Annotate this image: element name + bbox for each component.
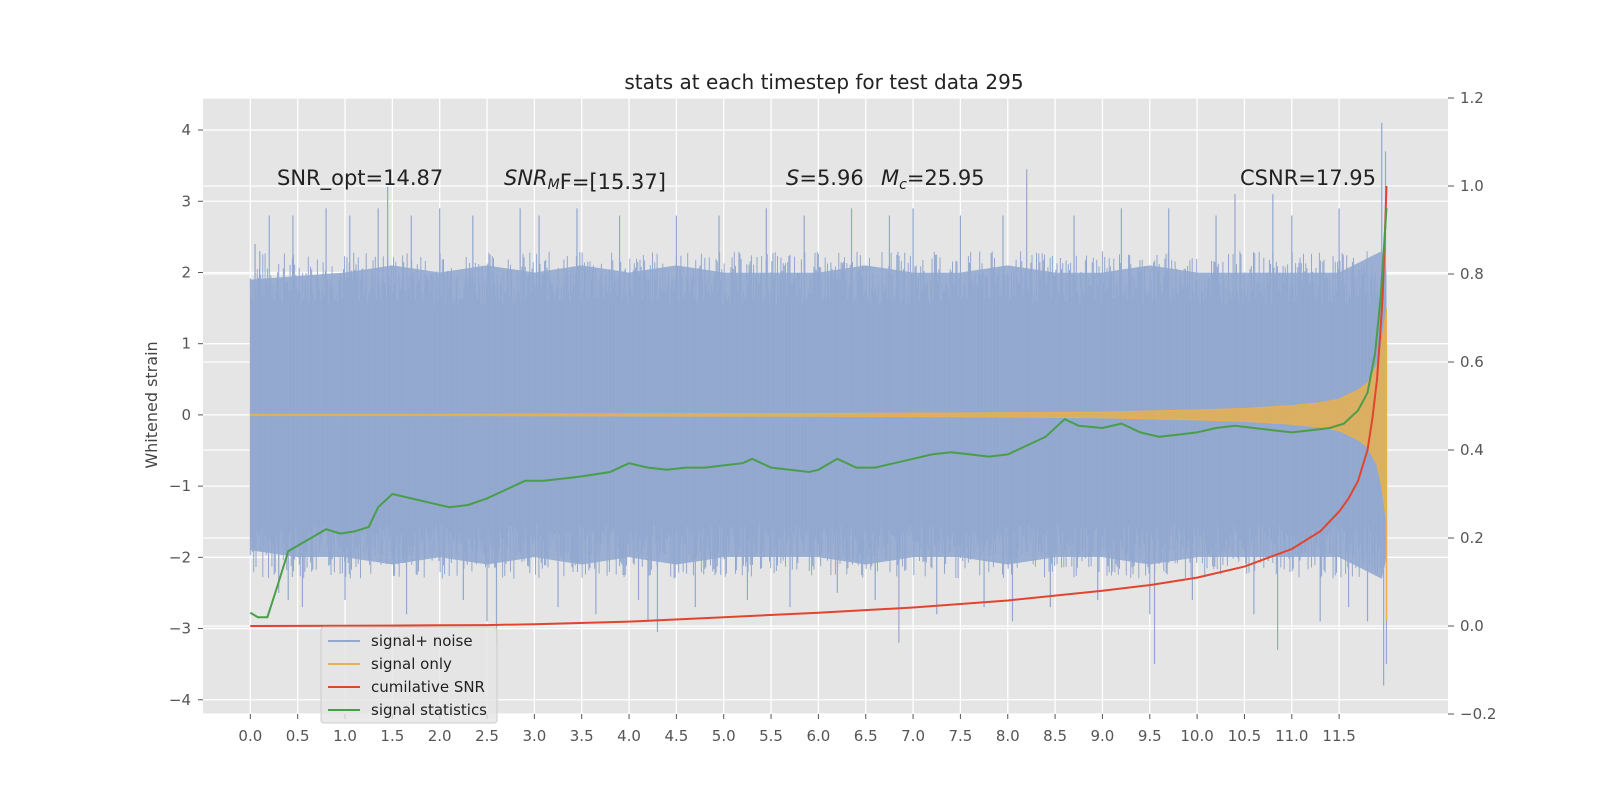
x-tick-label: 3.5 — [570, 727, 594, 745]
y-tick-label: 0 — [181, 406, 191, 424]
y2-tick-label: 0.2 — [1460, 529, 1484, 547]
annotation-snr-mf: SNRMF=[15.37] — [504, 166, 666, 194]
y2-tick-label: −0.2 — [1460, 705, 1496, 723]
snr-mf-main: SNR — [504, 166, 548, 190]
x-tick-label: 5.0 — [712, 727, 736, 745]
y-tick-label: −1 — [169, 477, 191, 495]
x-tick-label: 11.5 — [1322, 727, 1355, 745]
annotation-csnr: CSNR=17.95 — [1240, 166, 1376, 190]
x-tick-label: 11.0 — [1275, 727, 1308, 745]
series-signal-statistics — [249, 207, 1388, 619]
x-tick-label: 2.0 — [428, 727, 452, 745]
x-tick-label: 6.0 — [806, 727, 830, 745]
y-tick-label: −2 — [169, 548, 191, 566]
s-rest: =5.96 — [799, 166, 863, 190]
legend-label-cumulative-snr: cumilative SNR — [371, 678, 485, 696]
x-tick-label: 9.5 — [1138, 727, 1162, 745]
x-tick-label: 5.5 — [759, 727, 783, 745]
x-tick-label: 1.5 — [380, 727, 404, 745]
s-main: S — [786, 166, 799, 190]
annotation-s: S=5.96 — [786, 166, 864, 190]
y2-tick-label: 1.2 — [1460, 89, 1484, 107]
y2-tick-label: 0.6 — [1460, 353, 1484, 371]
legend-label-signal-statistics: signal statistics — [371, 701, 487, 719]
x-tick-label: 7.5 — [948, 727, 972, 745]
y-tick-label: 4 — [181, 121, 191, 139]
x-tick-label: 0.5 — [286, 727, 310, 745]
chart-title: stats at each timestep for test data 295 — [624, 70, 1023, 94]
snr-mf-sub: M — [548, 177, 560, 193]
legend: signal+ noise signal only cumilative SNR… — [320, 626, 498, 724]
x-tick-label: 10.5 — [1228, 727, 1261, 745]
y-tick-label: 3 — [181, 192, 191, 210]
mc-main: M — [881, 166, 899, 190]
y-tick-label: 1 — [181, 335, 191, 353]
legend-label-signal-only: signal only — [371, 655, 452, 673]
legend-box — [320, 626, 498, 724]
x-tick-label: 7.0 — [901, 727, 925, 745]
y2-tick-label: 0.4 — [1460, 441, 1484, 459]
x-tick-label: 9.0 — [1091, 727, 1115, 745]
x-tick-label: 1.0 — [333, 727, 357, 745]
y-tick-label: −4 — [169, 691, 191, 709]
x-tick-label: 8.5 — [1043, 727, 1067, 745]
mc-rest: =25.95 — [907, 166, 985, 190]
x-tick-label: 2.5 — [475, 727, 499, 745]
mc-sub: c — [899, 177, 907, 193]
legend-label-signal-noise: signal+ noise — [371, 632, 473, 650]
y-tick-label: −3 — [169, 620, 191, 638]
annotation-mc: Mc=25.95 — [881, 166, 985, 193]
y-tick-label: 2 — [181, 263, 191, 281]
x-tick-label: 10.0 — [1180, 727, 1213, 745]
y2-tick-label: 0.0 — [1460, 617, 1484, 635]
snr-mf-rest: F=[15.37] — [560, 170, 666, 194]
y2-tick-label: 0.8 — [1460, 265, 1484, 283]
x-tick-label: 4.5 — [664, 727, 688, 745]
x-tick-label: 3.0 — [522, 727, 546, 745]
y-axis-label: Whitened strain — [142, 341, 161, 468]
annotation-snr-opt: SNR_opt=14.87 — [277, 166, 443, 191]
axes-layer: 0.0 0.5 1.0 1.5 2.0 2.5 3.0 3.5 4.0 4.5 5.0 5.5 6.0 6… — [169, 89, 1497, 745]
x-tick-label: 6.5 — [854, 727, 878, 745]
series-layer — [249, 122, 1388, 686]
x-tick-label: 4.0 — [617, 727, 641, 745]
x-tick-label: 8.0 — [996, 727, 1020, 745]
x-tick-label: 0.0 — [238, 727, 262, 745]
series-cumulative-snr — [250, 185, 1388, 627]
y2-tick-label: 1.0 — [1460, 177, 1484, 195]
